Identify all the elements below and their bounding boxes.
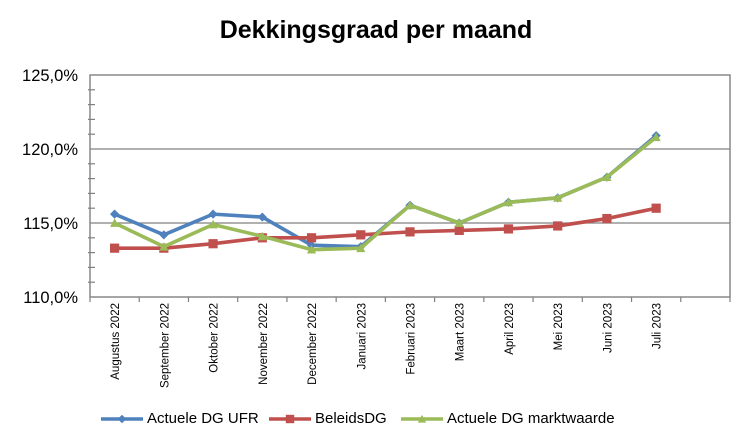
x-tick-label: Maart 2023	[455, 303, 467, 361]
data-point-marker	[159, 242, 169, 251]
data-point-marker	[602, 213, 612, 224]
data-point-marker	[405, 227, 415, 237]
data-point-marker	[651, 203, 661, 213]
x-tick-label: Februari 2023	[406, 303, 418, 375]
y-tick-label: 125,0%	[22, 67, 78, 85]
chart-legend: Actuele DG UFR BeleidsDG Actuele DG marktw…	[0, 408, 752, 438]
data-point-marker	[356, 230, 366, 240]
legend-item-actuele-dg-ufr: Actuele DG UFR	[100, 410, 259, 427]
legend-label: Actuele DG marktwaarde	[447, 410, 615, 427]
data-point-marker	[257, 212, 267, 222]
plot-border	[89, 74, 731, 298]
legend-marker-beleidsdg	[269, 414, 311, 423]
chart-title: Dekkingsgraad per maand	[219, 16, 533, 44]
data-point-marker	[417, 414, 427, 423]
data-point-marker	[285, 414, 295, 423]
data-point-marker	[110, 218, 120, 227]
data-point-marker	[110, 243, 120, 253]
data-point-marker	[651, 132, 661, 142]
data-point-marker	[356, 243, 366, 253]
x-tick-label: April 2023	[504, 303, 516, 355]
x-tick-label: November 2022	[258, 303, 270, 385]
legend-marker-actuele-dg-marktwaarde	[401, 414, 443, 423]
data-point-marker	[553, 193, 563, 202]
legend-label: Actuele DG UFR	[147, 410, 259, 427]
x-tick-label: Mei 2023	[553, 303, 565, 350]
data-point-marker	[405, 200, 415, 210]
data-point-marker	[454, 225, 464, 235]
legend-item-beleidsdg: BeleidsDG	[268, 410, 387, 427]
y-tick-label: 120,0%	[22, 141, 78, 159]
data-point-marker	[602, 172, 612, 182]
data-point-marker	[306, 245, 317, 254]
x-tick-label: Oktober 2022	[209, 303, 221, 373]
x-tick-label: Augustus 2022	[110, 303, 122, 380]
x-tick-label: September 2022	[159, 303, 171, 388]
data-point-marker	[454, 218, 464, 227]
data-point-marker	[503, 197, 514, 207]
y-tick-label: 115,0%	[23, 215, 78, 233]
data-point-marker	[306, 233, 317, 243]
data-point-marker	[208, 219, 218, 229]
series-actuele-dg-marktwaarde	[110, 132, 661, 254]
legend-marker-actuele-dg-ufr	[101, 414, 143, 423]
data-point-marker	[159, 230, 169, 240]
data-point-marker	[503, 224, 514, 234]
legend-label: BeleidsDG	[315, 410, 387, 427]
series-line-beleidsdg	[112, 206, 658, 250]
x-tick-label: December 2022	[307, 303, 319, 385]
data-point-marker	[117, 414, 127, 423]
data-point-marker	[208, 239, 218, 249]
data-point-marker	[257, 231, 267, 241]
x-tick-label: Juni 2023	[602, 303, 614, 353]
y-tick-label: 110,0%	[23, 289, 78, 307]
legend-item-actuele-dg-marktwaarde: Actuele DG marktwaarde	[400, 410, 615, 427]
x-tick-label: Januari 2023	[356, 303, 368, 370]
data-point-marker	[110, 209, 120, 219]
data-point-marker	[553, 221, 563, 231]
series-line-actuele-dg-marktwaarde	[112, 135, 658, 252]
data-point-marker	[208, 209, 218, 219]
x-tick-label: Juli 2023	[652, 303, 664, 349]
